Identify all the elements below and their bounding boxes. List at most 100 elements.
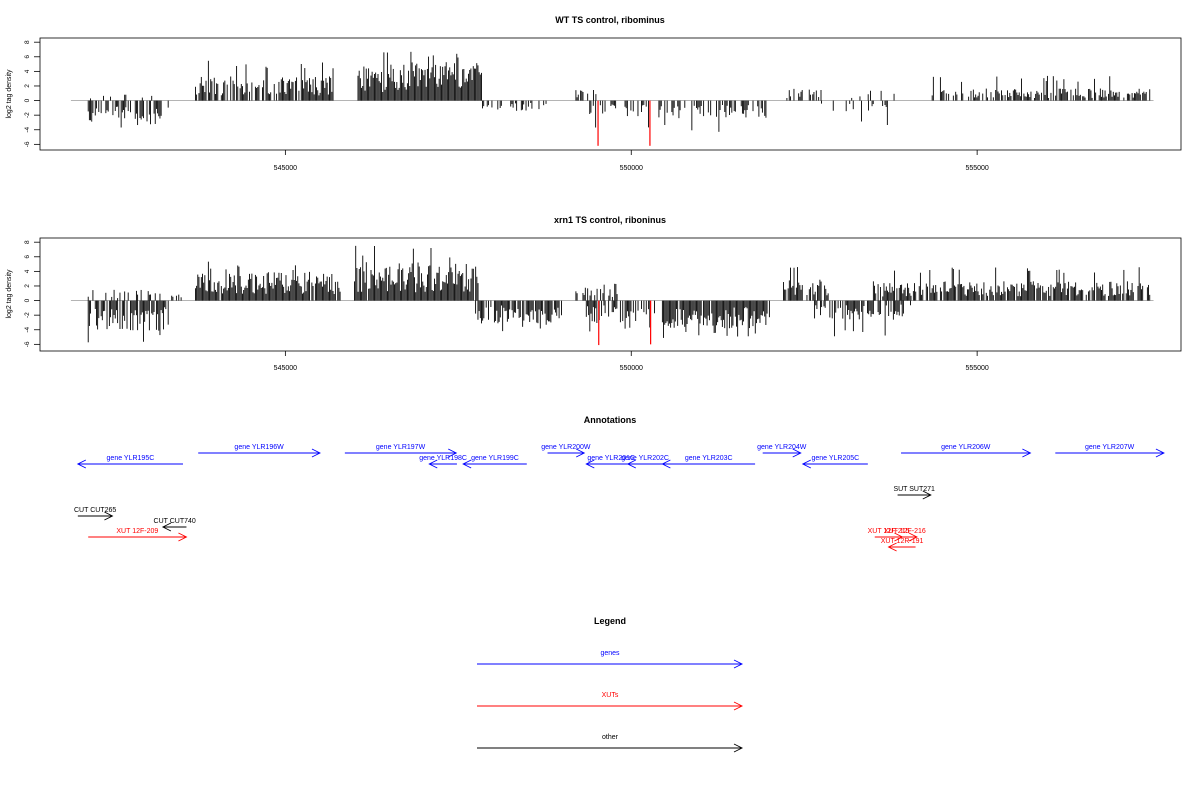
y-tick-label: 8 [24, 40, 31, 44]
feature-label: gene YLR197W [376, 444, 426, 451]
arrow-head [161, 522, 172, 532]
arrow-head [462, 459, 472, 469]
arrow-head [661, 459, 671, 469]
wt-axes: -6 -4 -2 0 2 4 6 8 545000 550000 555000 [24, 40, 989, 172]
legend-label: XUTs [602, 692, 619, 699]
feature-xut: XUT 12R-191 [881, 538, 924, 552]
feature-label: XUT 12F-215 [868, 528, 910, 535]
wt-plot-frame [39, 37, 1182, 151]
feature-label: gene YLR206W [941, 444, 991, 451]
y-tick-label: 4 [24, 69, 31, 73]
legend-label: genes [600, 650, 620, 657]
feature-gene: gene YLR203C [661, 455, 756, 469]
x-tick-label: 555000 [965, 165, 988, 172]
x-tick-label: 545000 [274, 365, 297, 372]
xrn1-chart-title: xrn1 TS control, riboninus [554, 215, 666, 225]
annotation-features: gene YLR195C gene YLR196W gene YLR197W gene… [74, 444, 1165, 552]
arrow-head [585, 459, 595, 469]
legend-item: XUTs [477, 692, 744, 711]
arrow-head [1155, 448, 1165, 458]
feature-xut: XUT 12F-209 [88, 528, 188, 542]
feature-label: gene YLR195C [107, 455, 155, 462]
arrow-head [104, 511, 114, 521]
feature-other: CUT CUT740 [154, 518, 196, 532]
legend-item: genes [477, 650, 744, 669]
y-tick-label: -6 [24, 141, 31, 147]
wt-chart-title: WT TS control, ribominus [555, 15, 665, 25]
y-tick-label: -4 [24, 126, 31, 132]
legend-label: other [602, 734, 619, 741]
arrow-head [1022, 448, 1032, 458]
feature-label: CUT CUT265 [74, 507, 116, 514]
feature-label: XUT 12F-209 [116, 528, 158, 535]
feature-label: gene YLR202C [621, 455, 669, 462]
legend-arrow-head [733, 701, 744, 711]
y-tick-label: -4 [24, 326, 31, 332]
wt-bars [70, 51, 1154, 146]
arrow-head [428, 459, 438, 469]
legend-panel: Legend genes XUTs other [477, 616, 744, 753]
arrow-head [792, 448, 802, 458]
xrn1-bars [70, 245, 1154, 346]
feature-label: gene YLR205C [811, 455, 859, 462]
feature-gene: gene YLR199C [462, 455, 527, 469]
feature-xut: XUT 12F-216 [884, 528, 926, 542]
y-tick-label: 6 [24, 255, 31, 259]
y-tick-label: 0 [24, 98, 31, 102]
legend-arrow-head [733, 659, 744, 669]
arrow-head [311, 448, 321, 458]
feature-label: gene YLR204W [757, 444, 807, 451]
y-tick-label: 2 [24, 84, 31, 88]
feature-label: gene YLR201C [587, 455, 635, 462]
feature-label: CUT CUT740 [154, 518, 196, 525]
xrn1-plot-frame [39, 237, 1182, 352]
wt-panel: WT TS control, ribominus log2 tag densit… [6, 15, 1182, 172]
y-tick-label: 0 [24, 298, 31, 302]
legend-arrow-head [733, 743, 744, 753]
legend-item: other [477, 734, 744, 753]
x-tick-label: 545000 [274, 165, 297, 172]
arrow-head [448, 448, 458, 458]
feature-gene: gene YLR204W [757, 444, 807, 458]
y-tick-label: 2 [24, 284, 31, 288]
feature-label: XUT 12F-216 [884, 528, 926, 535]
y-tick-label: -2 [24, 112, 31, 118]
y-tick-label: -6 [24, 341, 31, 347]
arrow-head [801, 459, 812, 469]
feature-gene: gene YLR196W [198, 444, 321, 458]
feature-gene: gene YLR197W [344, 444, 458, 458]
arrow-head [908, 532, 918, 542]
feature-other: SUT SUT271 [893, 486, 935, 500]
feature-gene: gene YLR207W [1055, 444, 1165, 458]
arrow-head [178, 532, 188, 542]
legend-items: genes XUTs other [477, 650, 744, 753]
xrn1-ylabel: log2 tag density [6, 269, 13, 319]
annotations-title: Annotations [584, 415, 637, 425]
xrn1-panel: xrn1 TS control, riboninus log2 tag dens… [6, 215, 1182, 372]
feature-gene: gene YLR200W [541, 444, 591, 458]
y-tick-label: 6 [24, 55, 31, 59]
feature-label: SUT SUT271 [893, 486, 935, 493]
arrow-head [76, 459, 87, 469]
feature-label: gene YLR200W [541, 444, 591, 451]
feature-gene: gene YLR206W [901, 444, 1032, 458]
y-tick-label: 8 [24, 240, 31, 244]
feature-gene: gene YLR205C [801, 455, 868, 469]
feature-label: gene YLR203C [685, 455, 733, 462]
x-tick-label: 550000 [620, 165, 643, 172]
arrow-head [626, 459, 636, 469]
arrow-head [887, 542, 897, 552]
legend-title: Legend [594, 616, 626, 626]
feature-gene: gene YLR198C [419, 455, 467, 469]
x-tick-label: 550000 [620, 365, 643, 372]
feature-label: XUT 12R-191 [881, 538, 924, 545]
y-tick-label: 4 [24, 269, 31, 273]
feature-gene: gene YLR202C [621, 455, 669, 469]
feature-label: gene YLR196W [234, 444, 284, 451]
arrow-head [922, 490, 932, 500]
y-tick-label: -2 [24, 312, 31, 318]
feature-gene: gene YLR195C [76, 455, 183, 469]
feature-label: gene YLR199C [471, 455, 519, 462]
